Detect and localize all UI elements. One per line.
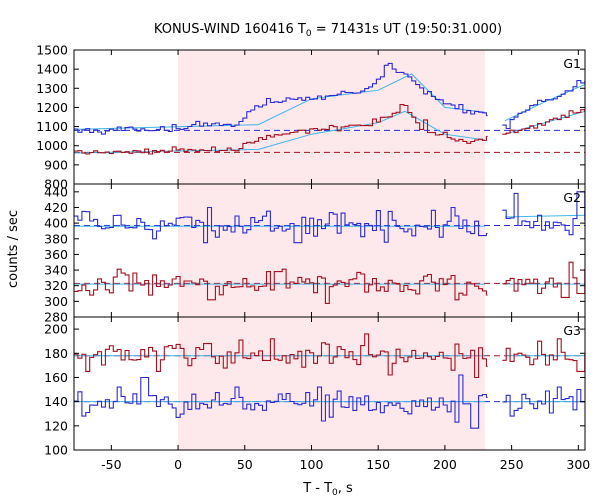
y-tick-label: 400	[44, 216, 68, 231]
y-tick-label: 100	[44, 443, 68, 458]
y-tick-label: 160	[44, 370, 68, 385]
y-tick-label: 180	[44, 346, 68, 361]
panels-group: 800900100011001200130014001500G128030032…	[36, 43, 590, 473]
y-tick-label: 1300	[36, 81, 68, 96]
lightcurve-red	[502, 109, 585, 135]
lightcurve-blue	[502, 191, 585, 236]
y-tick-label: 300	[44, 294, 68, 309]
y-tick-label: 420	[44, 200, 68, 215]
panel-plot-area	[74, 191, 585, 304]
lightcurve-red	[74, 104, 488, 155]
y-tick-label: 900	[44, 157, 68, 172]
fit-curve	[504, 214, 585, 218]
y-tick-label: 1200	[36, 100, 68, 115]
y-tick-label: 340	[44, 263, 68, 278]
y-tick-label: 1100	[36, 119, 68, 134]
y-axis-label: counts / sec	[6, 210, 21, 288]
panel-plot-area	[74, 333, 585, 429]
y-tick-label: 800	[44, 177, 68, 192]
x-tick-label: 150	[366, 457, 390, 472]
fit-curve	[74, 110, 485, 154]
y-tick-label: 280	[44, 310, 68, 325]
lightcurve-blue	[74, 374, 488, 429]
panel-plot-area	[74, 62, 585, 155]
chart-title: KONUS-WIND 160416 T0 = 71431s UT (19:50:…	[154, 22, 502, 39]
x-tick-label: 200	[433, 457, 457, 472]
panel-label: G3	[563, 323, 581, 338]
panel-label: G2	[563, 190, 581, 205]
x-axis-label: T - T0, s	[302, 481, 353, 498]
lightcurve-red	[502, 261, 585, 298]
lightcurve-blue	[502, 386, 585, 417]
panel-frame	[73, 316, 586, 451]
x-tick-label: 300	[566, 457, 590, 472]
x-tick-label: 250	[500, 457, 524, 472]
y-tick-label: 380	[44, 231, 68, 246]
lightcurve-red	[74, 268, 488, 304]
lightcurve-blue	[74, 62, 488, 135]
y-tick-label: 140	[44, 394, 68, 409]
panel-g3: 100 120 140 160 180 200 G3	[44, 316, 586, 458]
y-tick-label: 200	[44, 322, 68, 337]
y-tick-label: 360	[44, 247, 68, 262]
x-tick-label: 0	[174, 457, 182, 472]
y-tick-label: 1400	[36, 62, 68, 77]
fit-curve	[74, 73, 485, 130]
y-tick-label: 440	[44, 184, 68, 199]
x-tick-label: 50	[237, 457, 253, 472]
lightcurve-blue	[74, 206, 488, 244]
shaded-interval	[178, 50, 485, 450]
panel-label: G1	[563, 56, 581, 71]
y-tick-label: 120	[44, 418, 68, 433]
y-tick-label: 1500	[36, 43, 68, 58]
lightcurve-red	[502, 338, 585, 372]
y-tick-label: 1000	[36, 138, 68, 153]
lightcurve-red	[74, 333, 488, 379]
x-tick-label: -50	[101, 457, 121, 472]
y-tick-label: 320	[44, 278, 68, 293]
lightcurve-blue	[502, 80, 585, 130]
x-tick-label: 100	[300, 457, 324, 472]
